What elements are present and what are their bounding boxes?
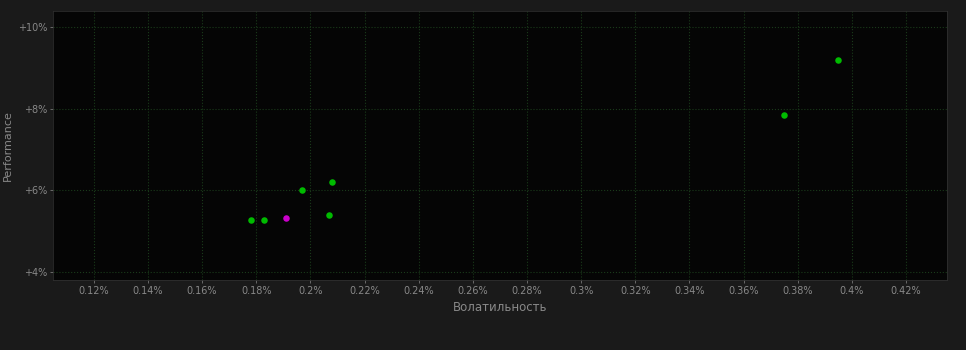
- Point: [322, 212, 337, 217]
- Point: [325, 179, 340, 185]
- Point: [257, 217, 272, 223]
- Point: [278, 215, 294, 220]
- X-axis label: Волатильность: Волатильность: [453, 301, 547, 314]
- Point: [831, 57, 846, 63]
- Point: [243, 217, 259, 223]
- Y-axis label: Performance: Performance: [3, 110, 13, 181]
- Point: [295, 187, 310, 193]
- Point: [777, 112, 792, 118]
